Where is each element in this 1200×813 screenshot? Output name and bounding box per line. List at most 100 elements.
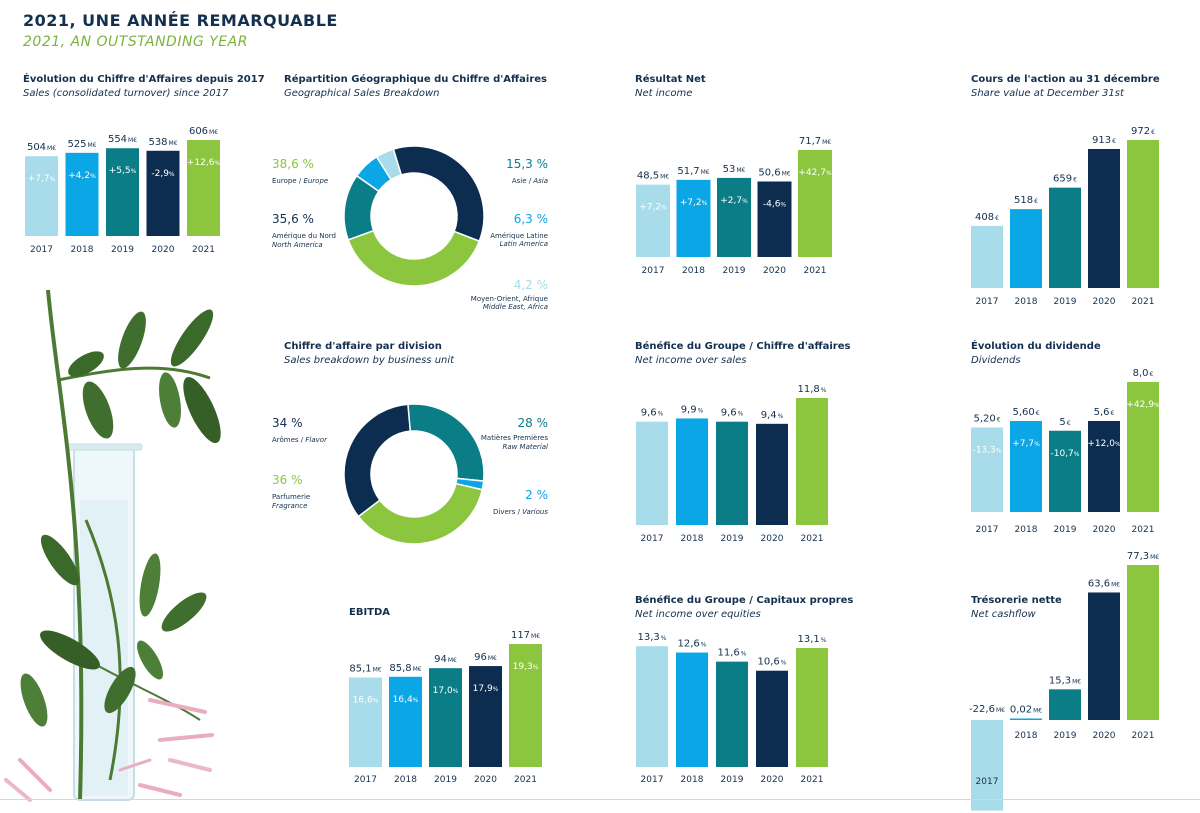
sales-value-label: 606M€	[189, 126, 218, 137]
margin-category-label: 2021	[801, 534, 824, 544]
geo-europe-label: Europe / Europe	[272, 177, 329, 185]
net_income-bar	[717, 177, 751, 257]
roe-chart-subtitle: Net income over equities	[635, 609, 761, 620]
net-income-chart-subtitle: Net income	[635, 88, 693, 99]
roe-category-label: 2019	[721, 775, 744, 785]
sales-inner-label: +12,6%	[187, 158, 221, 168]
net_income-category-label: 2017	[642, 266, 665, 276]
sales-value-label: 554M€	[108, 134, 137, 145]
dividends-bar	[1010, 421, 1042, 512]
sales-chart-subtitle: Sales (consolidated turnover) since 2017	[23, 88, 229, 99]
roe-category-label: 2017	[641, 775, 664, 785]
margin-value-label: 9,6%	[641, 408, 664, 419]
margin-bar	[676, 418, 708, 525]
cashflow-value-label: 77,3M€	[1127, 551, 1159, 562]
dividends-bar	[1127, 382, 1159, 512]
sales-value-label: 538M€	[148, 137, 177, 148]
net_income-category-label: 2020	[763, 266, 786, 276]
geo-europe-pct: 38,6 %	[272, 157, 314, 171]
division-donut	[343, 403, 485, 545]
geo-latam-label: Amérique Latine	[490, 232, 548, 240]
dividends-category-label: 2019	[1054, 525, 1077, 535]
margin-value-label: 9,4%	[761, 410, 784, 421]
share_value-bar	[1010, 209, 1042, 288]
ebitda-inner-label: 16,6%	[353, 696, 379, 706]
dividend-chart-subtitle: Dividends	[971, 355, 1021, 366]
sales-category-label: 2017	[30, 245, 53, 255]
div-various-pct: 2 %	[525, 488, 548, 502]
margin-bar	[756, 423, 788, 525]
ebitda-bar	[429, 668, 462, 767]
div-raw-block: 28 % Matières Premières Raw Material	[470, 416, 548, 451]
div-raw-pct: 28 %	[517, 416, 549, 430]
geo-slice	[347, 229, 481, 287]
ebitda-category-label: 2020	[474, 775, 497, 785]
net_income-value-label: 48,5M€	[637, 171, 669, 182]
share_value-bar	[971, 225, 1003, 288]
cashflow-chart-subtitle: Net cashflow	[971, 609, 1036, 620]
geo-north-america-pct: 35,6 %	[272, 212, 314, 226]
roe-value-label: 12,6%	[678, 639, 707, 650]
ebitda-inner-label: 19,3%	[513, 662, 539, 672]
roe-bar	[676, 652, 708, 767]
sales-category-label: 2019	[111, 245, 134, 255]
geo-slice	[392, 145, 485, 243]
share_value-category-label: 2021	[1132, 297, 1155, 307]
cashflow-value-label: 63,6M€	[1088, 578, 1120, 589]
roe-bar	[716, 661, 748, 767]
net_income-category-label: 2019	[723, 266, 746, 276]
sales-bar	[146, 150, 180, 236]
net_income-value-label: 50,6M€	[758, 167, 790, 178]
ebitda-bar	[389, 676, 422, 767]
cashflow-category-label: 2017	[976, 777, 999, 787]
geo-mea-pct: 4,2 %	[513, 278, 548, 292]
net_income-inner-label: +7,2%	[680, 198, 708, 208]
share_value-value-label: 408€	[975, 212, 999, 223]
sales-inner-label: +4,2%	[68, 171, 96, 181]
roe-value-label: 10,6%	[758, 657, 787, 668]
cashflow-chart-title: Trésorerie nette	[971, 595, 1062, 606]
dividends-bars: 5,20€ -13,3% 2017 5,60€ +7,7% 2018 5€ -10,7% 201…	[971, 368, 1160, 535]
pink-flower-buds	[4, 698, 214, 802]
geo-chart-subtitle: Geographical Sales Breakdown	[284, 88, 440, 99]
cashflow-bar	[971, 720, 1003, 811]
share_value-value-label: 518€	[1014, 195, 1038, 206]
dividends-bar	[971, 427, 1003, 512]
ebitda-inner-label: 17,9%	[473, 684, 499, 694]
margin-bar	[796, 398, 828, 525]
cashflow-bar	[1049, 689, 1081, 720]
sales-bar	[25, 156, 58, 236]
net_income-inner-label: +42,7%	[798, 168, 832, 178]
page-title: 2021, UNE ANNÉE REMARQUABLE	[23, 11, 338, 30]
dividends-value-label: 8,0€	[1133, 368, 1154, 379]
division-slice	[407, 403, 485, 482]
sales-inner-label: -2,9%	[151, 169, 175, 179]
cashflow-category-label: 2021	[1132, 731, 1155, 741]
cashflow-bars: -22,6M€ 2017 0,02M€ 2018 15,3M€ 2019 63,6M€ 202…	[969, 551, 1159, 811]
roe-bars: 13,3% 2017 12,6% 2018 11,6% 2019 10,6% 2020 13,1…	[636, 632, 828, 785]
division-slice	[343, 403, 412, 518]
dividends-inner-label: +12,0%	[1087, 439, 1121, 449]
geo-donut	[343, 145, 485, 287]
net_income-category-label: 2021	[804, 266, 827, 276]
share_value-bar	[1049, 187, 1081, 288]
geo-chart-title: Répartition Géographique du Chiffre d'Af…	[284, 74, 547, 85]
ebitda-category-label: 2021	[514, 775, 537, 785]
ebitda-value-label: 85,8M€	[389, 663, 421, 674]
sales-value-label: 504M€	[27, 142, 56, 153]
ebitda-chart-title: EBITDA	[349, 607, 391, 618]
bottom-divider	[0, 799, 1200, 800]
sales-inner-label: +7,7%	[28, 174, 56, 184]
sales-category-label: 2021	[192, 245, 215, 255]
margin-value-label: 11,8%	[798, 384, 827, 395]
sales-chart-title: Évolution du Chiffre d'Affaires depuis 2…	[23, 74, 265, 85]
geo-latam-pct: 6,3 %	[513, 212, 548, 226]
sales-category-label: 2018	[71, 245, 94, 255]
margin-bar	[636, 421, 668, 525]
margin-category-label: 2019	[721, 534, 744, 544]
test-tube	[65, 443, 143, 801]
net_income-value-label: 71,7M€	[799, 136, 831, 147]
geo-latam-label-en: Latin America	[499, 240, 548, 248]
dividends-bar	[1049, 430, 1081, 512]
margin-bar	[716, 421, 748, 525]
